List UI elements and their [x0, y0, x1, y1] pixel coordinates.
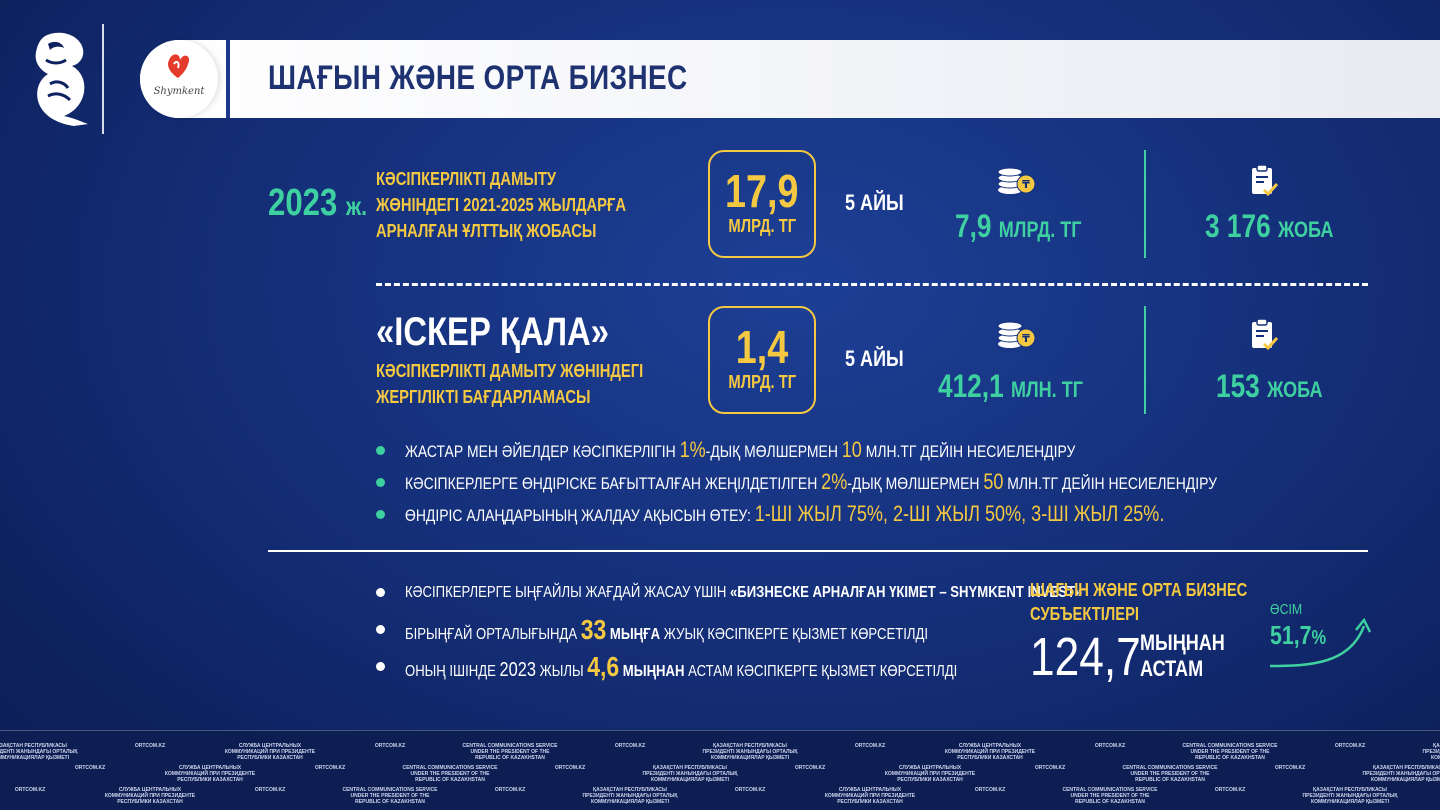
footer-watermark-text: ҚАЗАҚСТАН РЕСПУБЛИКАСЫ ПРЕЗИДЕНТІ ЖАНЫНД…	[1422, 743, 1440, 761]
clipboard-check-icon	[1252, 164, 1279, 197]
section-divider	[268, 550, 1368, 552]
footer-watermark-text: ҚАЗАҚСТАН РЕСПУБЛИКАСЫ ПРЕЗИДЕНТІ ЖАНЫНД…	[1362, 765, 1440, 783]
bullet-dot	[376, 509, 385, 519]
bullet-dot	[376, 477, 385, 487]
list-item: ОНЫҢ ІШІНДЕ 2023 ЖЫЛЫ 4,6 МЫҢНАН АСТАМ К…	[376, 648, 1231, 685]
footer-watermark-text: CENTRAL COMMUNICATIONS SERVICE UNDER THE…	[462, 743, 558, 761]
footer-watermark-text: ORTCOM.KZ	[134, 743, 166, 749]
sme-count-unit: МЫҢНАН АСТАМ	[1140, 630, 1225, 681]
footer-watermark-text: ҚАЗАҚСТАН РЕСПУБЛИКАСЫ ПРЕЗИДЕНТІ ЖАНЫНД…	[642, 765, 738, 783]
year-label: 2023 ж.	[268, 182, 368, 224]
bullet-dot	[376, 662, 385, 671]
footer-watermark-text: СЛУЖБА ЦЕНТРАЛЬНЫХ КОММУНИКАЦИЙ ПРИ ПРЕЗ…	[944, 743, 1036, 761]
footer-watermark-text: ҚАЗАҚСТАН РЕСПУБЛИКАСЫ ПРЕЗИДЕНТІ ЖАНЫНД…	[582, 787, 678, 805]
local-program-title: «ІСКЕР ҚАЛА»	[376, 310, 609, 354]
svg-text:₸: ₸	[1022, 178, 1030, 191]
list-item: ЖАСТАР МЕН ӘЙЕЛДЕР КӘСІПКЕРЛІГІН 1%-ДЫҚ …	[376, 434, 1395, 466]
footer-watermark-text: ҚАЗАҚСТАН РЕСПУБЛИКАСЫ ПРЕЗИДЕНТІ ЖАНЫНД…	[702, 743, 798, 761]
footer-watermark-text: ҚАЗАҚСТАН РЕСПУБЛИКАСЫ ПРЕЗИДЕНТІ ЖАНЫНД…	[1302, 787, 1398, 805]
list-item: ӨНДІРІС АЛАҢДАРЫНЫҢ ЖАЛДАУ АҚЫСЫН ӨТЕУ: …	[376, 498, 1395, 530]
vertical-separator	[1144, 150, 1146, 258]
footer-watermark-text: ORTCOM.KZ	[1214, 787, 1246, 793]
list-item: КӘСІПКЕРЛЕРГЕ ЫҢҒАЙЛЫ ЖАҒДАЙ ЖАСАУ ҮШІН …	[376, 574, 1231, 611]
national-amount-box: 17,9 МЛРД. ТГ	[708, 150, 816, 258]
footer-watermark-text: ORTCOM.KZ	[1334, 743, 1366, 749]
list-item: БІРЫҢҒАЙ ОРТАЛЫҒЫНДА 33 МЫҢҒА ЖУЫҚ КӘСІП…	[376, 611, 1231, 648]
sme-title: ШАҒЫН ЖӘНЕ ОРТА БИЗНЕС СУБЪЕКТІЛЕРІ	[1030, 580, 1248, 624]
footer-watermark-text: ORTCOM.KZ	[374, 743, 406, 749]
footer-watermark-text: ORTCOM.KZ	[314, 765, 346, 771]
footer-watermark-text: СЛУЖБА ЦЕНТРАЛЬНЫХ КОММУНИКАЦИЙ ПРИ ПРЕЗ…	[224, 743, 316, 761]
footer-watermark-text: ORTCOM.KZ	[854, 743, 886, 749]
header-bar: Shymkent ШАҒЫН ЖӘНЕ ОРТА БИЗНЕС	[140, 40, 1440, 118]
footer-watermark-text: ORTCOM.KZ	[14, 787, 46, 793]
page-title: ШАҒЫН ЖӘНЕ ОРТА БИЗНЕС	[268, 59, 688, 97]
local-projects-value: 153 ЖОБА	[1216, 368, 1323, 404]
footer-watermark-text: СЛУЖБА ЦЕНТРАЛЬНЫХ КОММУНИКАЦИЙ ПРИ ПРЕЗ…	[164, 765, 256, 783]
svg-text:₸: ₸	[1022, 332, 1030, 345]
shymkent-logo: Shymkent	[140, 40, 218, 118]
footer-watermark-text: CENTRAL COMMUNICATIONS SERVICE UNDER THE…	[402, 765, 498, 783]
footer-watermark-text: СЛУЖБА ЦЕНТРАЛЬНЫХ КОММУНИКАЦИЙ ПРИ ПРЕЗ…	[884, 765, 976, 783]
footer-watermark: ҚАЗАҚСТАН РЕСПУБЛИКАСЫ ПРЕЗИДЕНТІ ЖАНЫНД…	[0, 730, 1440, 810]
support-measures-list: ЖАСТАР МЕН ӘЙЕЛДЕР КӘСІПКЕРЛІГІН 1%-ДЫҚ …	[376, 434, 1395, 530]
growth-arrow-icon	[1270, 618, 1372, 668]
footer-watermark-text: ORTCOM.KZ	[254, 787, 286, 793]
footer-watermark-text: ORTCOM.KZ	[1034, 765, 1066, 771]
footer-watermark-text: СЛУЖБА ЦЕНТРАЛЬНЫХ КОММУНИКАЦИЙ ПРИ ПРЕЗ…	[824, 787, 916, 805]
local-amount-box: 1,4 МЛРД. ТГ	[708, 306, 816, 414]
coins-icon: ₸	[997, 321, 1036, 348]
footer-watermark-text: ҚАЗАҚСТАН РЕСПУБЛИКАСЫ ПРЕЗИДЕНТІ ЖАНЫНД…	[0, 743, 78, 761]
footer-watermark-text: ORTCOM.KZ	[794, 765, 826, 771]
clipboard-check-icon	[1252, 318, 1279, 351]
footer-watermark-text: CENTRAL COMMUNICATIONS SERVICE UNDER THE…	[1062, 787, 1158, 805]
coins-icon: ₸	[997, 167, 1036, 194]
shymkent-emblem-icon: Shymkent	[154, 54, 206, 97]
footer-watermark-text: ORTCOM.KZ	[974, 787, 1006, 793]
national-project-title: КӘСІПКЕРЛІКТІ ДАМЫТУ ЖӨНІНДЕГІ 2021-2025…	[376, 169, 627, 241]
footer-watermark-text: ORTCOM.KZ	[554, 765, 586, 771]
national-projects-value: 3 176 ЖОБА	[1205, 208, 1334, 244]
footer-watermark-text: ORTCOM.KZ	[1274, 765, 1306, 771]
footer-watermark-text: CENTRAL COMMUNICATIONS SERVICE UNDER THE…	[342, 787, 438, 805]
growth-label: ӨСІМ	[1270, 601, 1303, 618]
footer-watermark-text: CENTRAL COMMUNICATIONS SERVICE UNDER THE…	[1182, 743, 1278, 761]
national-funds-value: 7,9 МЛРД. ТГ	[955, 208, 1082, 244]
footer-watermark-text: ORTCOM.KZ	[1094, 743, 1126, 749]
bullet-dot	[376, 625, 385, 634]
local-funds-value: 412,1 МЛН. ТГ	[938, 368, 1083, 404]
national-period: 5 АЙЫ	[845, 190, 904, 215]
local-program-subtitle: КӘСІПКЕРЛІКТІ ДАМЫТУ ЖӨНІНДЕГІ ЖЕРГІЛІКТ…	[376, 361, 644, 407]
bullet-dot	[376, 588, 385, 597]
bullet-dot	[376, 445, 385, 455]
vertical-separator	[1144, 306, 1146, 414]
footer-watermark-text: ORTCOM.KZ	[74, 765, 106, 771]
snow-leopard-logo	[35, 32, 88, 126]
footer-watermark-text: ORTCOM.KZ	[1420, 787, 1440, 793]
footer-watermark-text: ORTCOM.KZ	[494, 787, 526, 793]
svg-text:Shymkent: Shymkent	[154, 86, 206, 97]
logo-separator	[102, 24, 104, 134]
list-item: КӘСІПКЕРЛЕРГЕ ӨНДІРІСКЕ БАҒЫТТАЛҒАН ЖЕҢІ…	[376, 466, 1395, 498]
services-list: КӘСІПКЕРЛЕРГЕ ЫҢҒАЙЛЫ ЖАҒДАЙ ЖАСАУ ҮШІН …	[376, 574, 1231, 685]
growth-value: 51,7%	[1270, 620, 1327, 650]
footer-watermark-text: СЛУЖБА ЦЕНТРАЛЬНЫХ КОММУНИКАЦИЙ ПРИ ПРЕЗ…	[104, 787, 196, 805]
header-divider	[226, 40, 230, 118]
sme-count-value: 124,7	[1030, 627, 1141, 687]
footer-watermark-text: ORTCOM.KZ	[734, 787, 766, 793]
footer-watermark-text: CENTRAL COMMUNICATIONS SERVICE UNDER THE…	[1122, 765, 1218, 783]
local-period: 5 АЙЫ	[845, 346, 904, 371]
dashed-divider	[376, 283, 1368, 286]
footer-watermark-text: ORTCOM.KZ	[614, 743, 646, 749]
